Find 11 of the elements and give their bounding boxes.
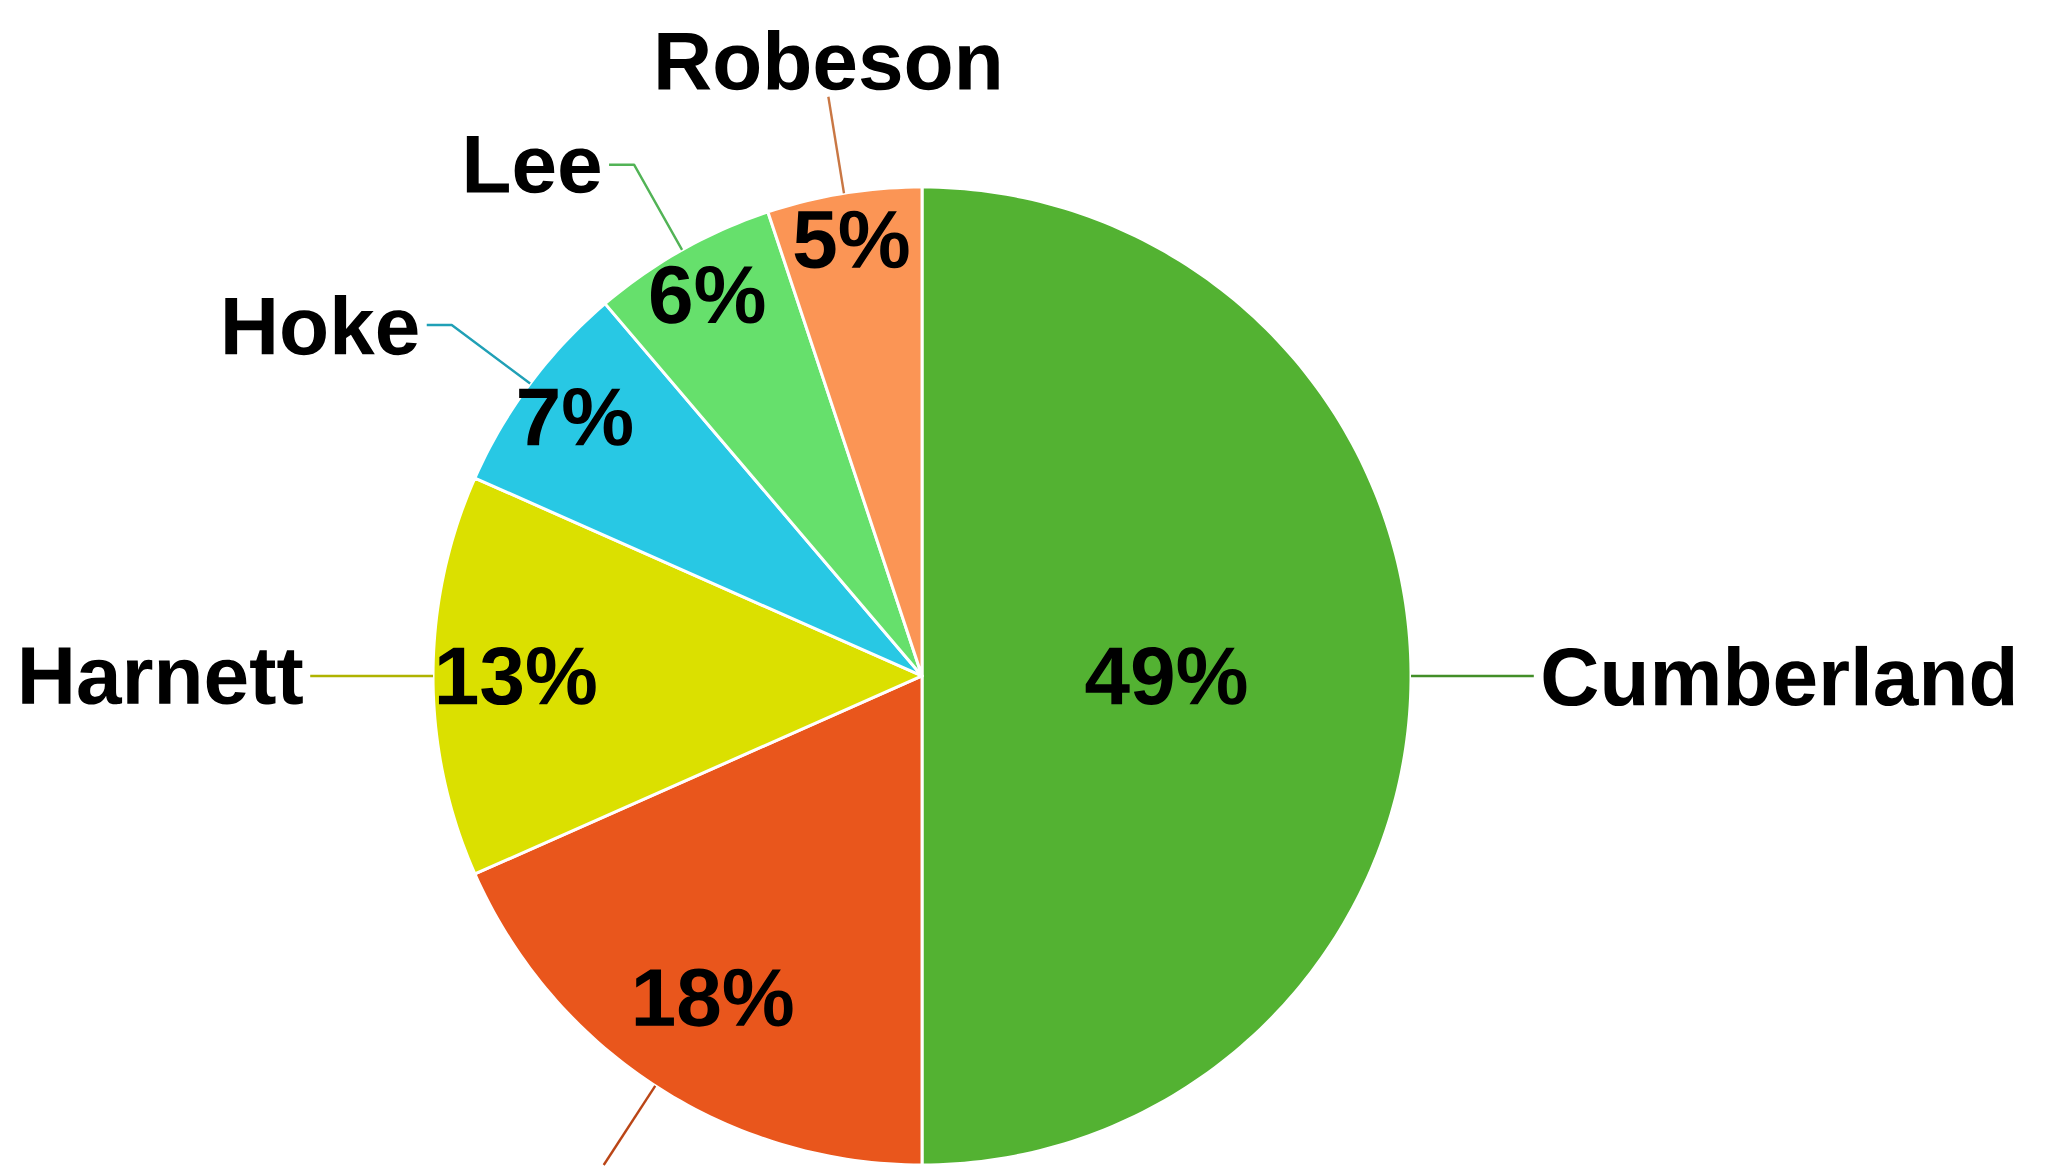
data-label: 5%: [794, 210, 909, 269]
slice-label: Robeson: [658, 30, 999, 91]
data-label: 6%: [651, 265, 765, 324]
slice-label: Lee: [466, 136, 600, 194]
data-label: 49%: [1085, 646, 1247, 706]
slice-label: Harnett: [22, 647, 303, 705]
slice-label: Cumberland: [1543, 645, 2014, 707]
data-label: 18%: [635, 968, 793, 1027]
data-label: 13%: [438, 646, 596, 706]
data-label: 7%: [519, 388, 632, 446]
slice-label: Hoke: [225, 294, 418, 356]
